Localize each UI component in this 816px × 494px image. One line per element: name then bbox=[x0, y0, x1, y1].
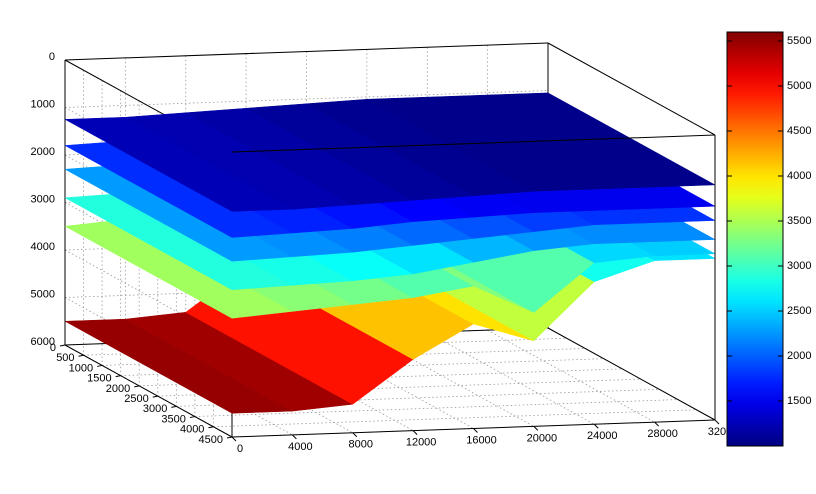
z-tick-label: 4000 bbox=[31, 241, 55, 253]
x-tick-label: 28000 bbox=[647, 428, 678, 440]
colorbar-tick-label: 5500 bbox=[787, 35, 811, 47]
colorbar-tick-label: 3000 bbox=[787, 260, 811, 272]
tick-mark bbox=[593, 423, 599, 429]
tick-mark bbox=[412, 430, 418, 435]
tick-mark bbox=[208, 426, 214, 429]
grid-line bbox=[427, 331, 595, 425]
axis-edge bbox=[547, 327, 716, 421]
y-tick-label: 1500 bbox=[87, 373, 111, 385]
tick-mark bbox=[152, 395, 158, 398]
tick-mark bbox=[473, 428, 478, 433]
grid-line bbox=[213, 409, 697, 428]
axis-edge bbox=[547, 42, 716, 136]
tick-mark bbox=[189, 416, 195, 419]
tick-mark bbox=[231, 436, 237, 442]
x-tick-label: 8000 bbox=[349, 439, 373, 451]
colorbar bbox=[726, 31, 784, 447]
y-tick-label: 1000 bbox=[69, 362, 93, 374]
colorbar-tick-label: 4500 bbox=[787, 125, 811, 137]
y-tick-label: 4500 bbox=[199, 434, 223, 446]
x-tick-label: 24000 bbox=[587, 430, 618, 442]
tick-mark bbox=[533, 426, 539, 431]
y-tick-label: 3500 bbox=[161, 413, 185, 425]
colorbar-tick-label: 4000 bbox=[787, 170, 811, 182]
tick-mark bbox=[134, 385, 140, 388]
colorbar-tick-label: 5000 bbox=[787, 80, 811, 92]
z-tick-label: 2000 bbox=[31, 146, 55, 158]
y-tick-label: 500 bbox=[56, 352, 74, 364]
y-tick-label: 3000 bbox=[143, 403, 167, 415]
tick-mark bbox=[714, 419, 720, 425]
tick-mark bbox=[292, 434, 297, 440]
axis-edge bbox=[64, 42, 549, 61]
x-tick-label: 0 bbox=[237, 443, 243, 455]
z-tick-label: 0 bbox=[49, 51, 55, 63]
x-tick-label: 16000 bbox=[466, 434, 497, 446]
tick-mark bbox=[226, 436, 233, 439]
colorbar-tick-label: 3500 bbox=[787, 215, 811, 227]
tick-mark bbox=[115, 375, 121, 378]
axis-edge bbox=[231, 134, 716, 153]
y-tick-label: 2000 bbox=[106, 383, 130, 395]
tick-mark bbox=[352, 432, 358, 438]
z-tick-label: 6000 bbox=[31, 336, 55, 348]
colorbar-tick-label: 2500 bbox=[787, 305, 811, 317]
tick-mark bbox=[171, 405, 177, 408]
axis-edge bbox=[64, 344, 233, 438]
tick-mark bbox=[654, 421, 659, 427]
y-tick-label: 4000 bbox=[180, 424, 204, 436]
y-tick-label: 2500 bbox=[124, 393, 148, 405]
grid-line bbox=[487, 329, 655, 423]
surfaces bbox=[64, 92, 716, 414]
x-tick-label: 4000 bbox=[288, 441, 312, 453]
colorbar-tick-label: 2000 bbox=[787, 350, 811, 362]
grid-line bbox=[64, 280, 549, 298]
x-tick-label: 20000 bbox=[527, 432, 558, 444]
grid-line bbox=[194, 399, 678, 417]
colorbar-tick-label: 1500 bbox=[787, 395, 811, 407]
tick-mark bbox=[97, 364, 103, 367]
y-tick-label: 0 bbox=[50, 342, 56, 354]
z-tick-label: 1000 bbox=[31, 98, 55, 110]
tick-mark bbox=[78, 354, 84, 357]
x-tick-label: 12000 bbox=[406, 437, 437, 449]
z-tick-label: 5000 bbox=[31, 288, 55, 300]
z-tick-label: 3000 bbox=[31, 193, 55, 205]
tick-mark bbox=[59, 344, 66, 347]
